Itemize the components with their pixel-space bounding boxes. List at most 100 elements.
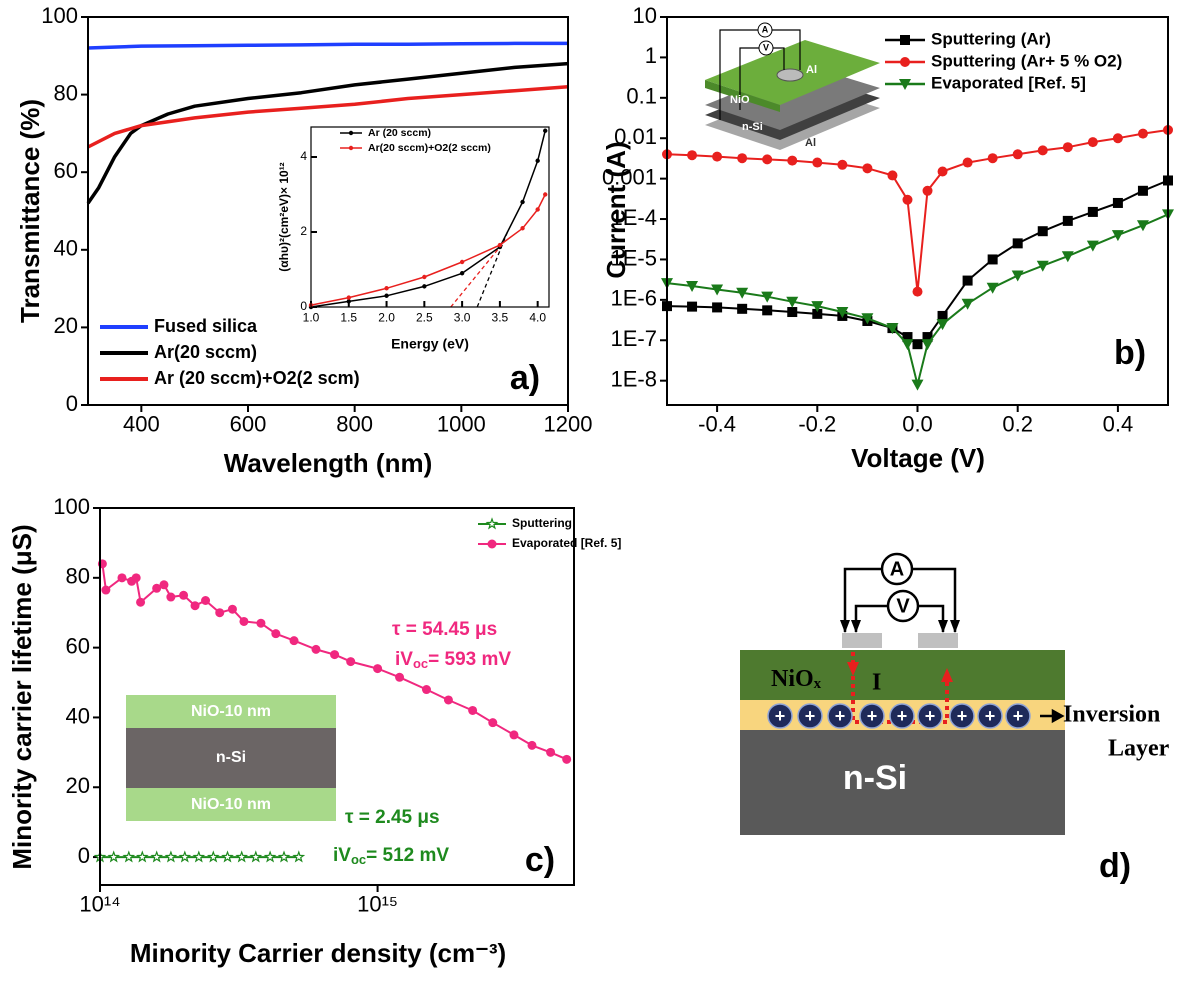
marker (460, 260, 464, 264)
annotation-part: iV (395, 649, 413, 670)
marker (256, 619, 265, 628)
x-tick-label: 3.0 (454, 311, 471, 325)
marker (988, 254, 998, 264)
marker (312, 645, 321, 654)
voltmeter-label: V (896, 595, 910, 617)
schematic-label: A (762, 24, 769, 34)
marker (862, 163, 872, 173)
marker (762, 154, 772, 164)
device-schematic: A V Al NiO n-Si Al (705, 23, 880, 150)
x-tick-label: 400 (123, 412, 160, 437)
marker (913, 339, 923, 349)
y-tick-label: 40 (54, 236, 78, 261)
stack-label: NiO-10 nm (191, 703, 271, 720)
y-axis-label: Minority carrier lifetime (μS) (7, 524, 37, 869)
y-tick-label: 0 (66, 391, 78, 416)
marker (837, 160, 847, 170)
panel-label: b) (1114, 334, 1146, 372)
marker (265, 852, 274, 861)
ion-label: + (957, 706, 968, 726)
y-tick-label: 2 (300, 224, 307, 238)
marker (422, 284, 426, 288)
y-tick-label: 100 (41, 3, 78, 28)
layer-subscript: x (814, 676, 822, 692)
marker (520, 200, 524, 204)
marker (922, 339, 934, 350)
annotation: iVoc= 593 mV (395, 649, 511, 671)
marker (109, 852, 118, 861)
marker (912, 380, 924, 391)
marker (1088, 207, 1098, 217)
ion-label: + (867, 706, 878, 726)
y-axis-label: Transmittance (%) (15, 99, 45, 323)
marker (963, 158, 973, 168)
marker (1113, 198, 1123, 208)
annotation: iVoc= 512 mV (333, 845, 449, 867)
annotation: τ = 54.45 μs (392, 619, 497, 640)
legend-marker (487, 519, 496, 528)
marker (237, 852, 246, 861)
layer-name: NiO (771, 666, 814, 692)
marker (520, 226, 524, 230)
x-tick-label: 2.5 (416, 311, 433, 325)
x-tick-label: 10¹⁵ (357, 892, 398, 917)
marker (384, 294, 388, 298)
x-tick-label: 2.0 (378, 311, 395, 325)
marker (1012, 271, 1024, 282)
series-line (667, 214, 1168, 384)
ion-label: + (805, 706, 816, 726)
y-tick-label: 60 (54, 158, 78, 183)
ion-label: + (835, 706, 846, 726)
panel-label: a) (510, 359, 540, 397)
ion-label: + (925, 706, 936, 726)
schematic-label: n-Si (742, 121, 763, 133)
marker (395, 673, 404, 682)
al-contact (777, 69, 803, 81)
x-tick-label: 3.5 (492, 311, 509, 325)
marker (330, 650, 339, 659)
marker (271, 629, 280, 638)
x-tick-label: -0.2 (798, 412, 836, 437)
marker (239, 617, 248, 626)
marker (1138, 129, 1148, 139)
contact (918, 633, 958, 648)
x-axis-label: Wavelength (nm) (224, 448, 432, 478)
figure: A V Al NiO n-Si Al NiO-10 nm n-Si NiO-10… (0, 0, 1202, 981)
marker (535, 159, 539, 163)
marker (1013, 238, 1023, 248)
marker (124, 852, 133, 861)
ion-label: + (897, 706, 908, 726)
y-tick-label: 1E-7 (611, 326, 657, 351)
marker (209, 852, 218, 861)
annotation-part: = 512 mV (366, 845, 449, 866)
marker (294, 852, 304, 861)
y-axis-label: Current (A) (601, 141, 631, 278)
marker (923, 186, 933, 196)
marker (347, 295, 351, 299)
stack-label: NiO-10 nm (191, 796, 271, 813)
x-axis-label: Voltage (V) (851, 443, 985, 473)
marker (1112, 230, 1124, 241)
marker (1138, 186, 1148, 196)
marker (762, 305, 772, 315)
annotation-subscript: oc (351, 852, 366, 867)
marker (215, 608, 224, 617)
y-tick-label: 40 (66, 703, 90, 728)
schematic-label: NiO (730, 94, 750, 106)
marker (179, 591, 188, 600)
marker (987, 283, 999, 294)
marker (988, 153, 998, 163)
marker (901, 339, 913, 350)
y-tick-label: 1 (645, 43, 657, 68)
contact (842, 633, 882, 648)
schematic-label: Al (806, 64, 817, 76)
x-tick-label: 800 (336, 412, 373, 437)
x-axis-label: Energy (eV) (391, 336, 469, 352)
inset-background (311, 127, 549, 307)
x-axis-label: Minority Carrier density (cm⁻³) (130, 938, 506, 968)
x-tick-label: 10¹⁴ (79, 892, 120, 917)
x-tick-label: 0.2 (1002, 412, 1033, 437)
marker (132, 573, 141, 582)
legend-label: Sputtering (Ar) (931, 29, 1051, 48)
x-tick-label: 600 (230, 412, 267, 437)
